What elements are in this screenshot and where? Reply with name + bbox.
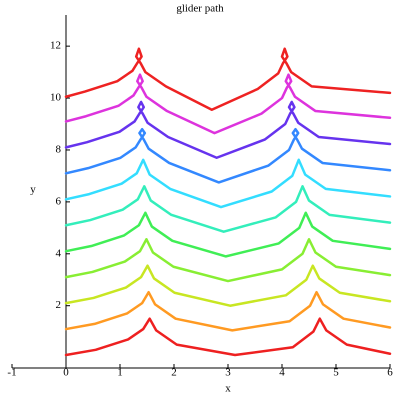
glider-path bbox=[64, 100, 392, 160]
y-tick-label: 8 bbox=[56, 144, 62, 156]
y-tick-label: 6 bbox=[56, 195, 62, 207]
glider-path bbox=[64, 127, 392, 184]
x-tick-label: 1 bbox=[117, 367, 123, 379]
y-tick-label: 10 bbox=[50, 92, 62, 104]
x-tick-label: 4 bbox=[279, 367, 285, 379]
y-axis-label: y bbox=[30, 184, 36, 196]
glider-path bbox=[64, 47, 392, 111]
y-tick-label: 12 bbox=[50, 40, 61, 52]
x-tick-label: 2 bbox=[171, 367, 177, 379]
x-tick-label: 6 bbox=[387, 367, 393, 379]
glider-path bbox=[64, 185, 392, 233]
glider-path bbox=[64, 317, 392, 357]
glider-path bbox=[64, 211, 392, 258]
x-tick-label: -1 bbox=[7, 367, 16, 379]
x-axis-label: x bbox=[225, 383, 231, 395]
x-tick-label: 3 bbox=[225, 367, 231, 379]
y-tick-label: 4 bbox=[56, 247, 62, 259]
x-tick-label: 5 bbox=[333, 367, 339, 379]
glider-path bbox=[64, 158, 392, 209]
chart-title: glider path bbox=[176, 3, 224, 15]
glider-path bbox=[64, 238, 392, 283]
glider-path bbox=[64, 290, 392, 332]
glider-path bbox=[64, 264, 392, 307]
glider-path bbox=[64, 73, 392, 135]
y-tick-label: 2 bbox=[56, 299, 62, 311]
x-tick-label: 0 bbox=[63, 367, 69, 379]
